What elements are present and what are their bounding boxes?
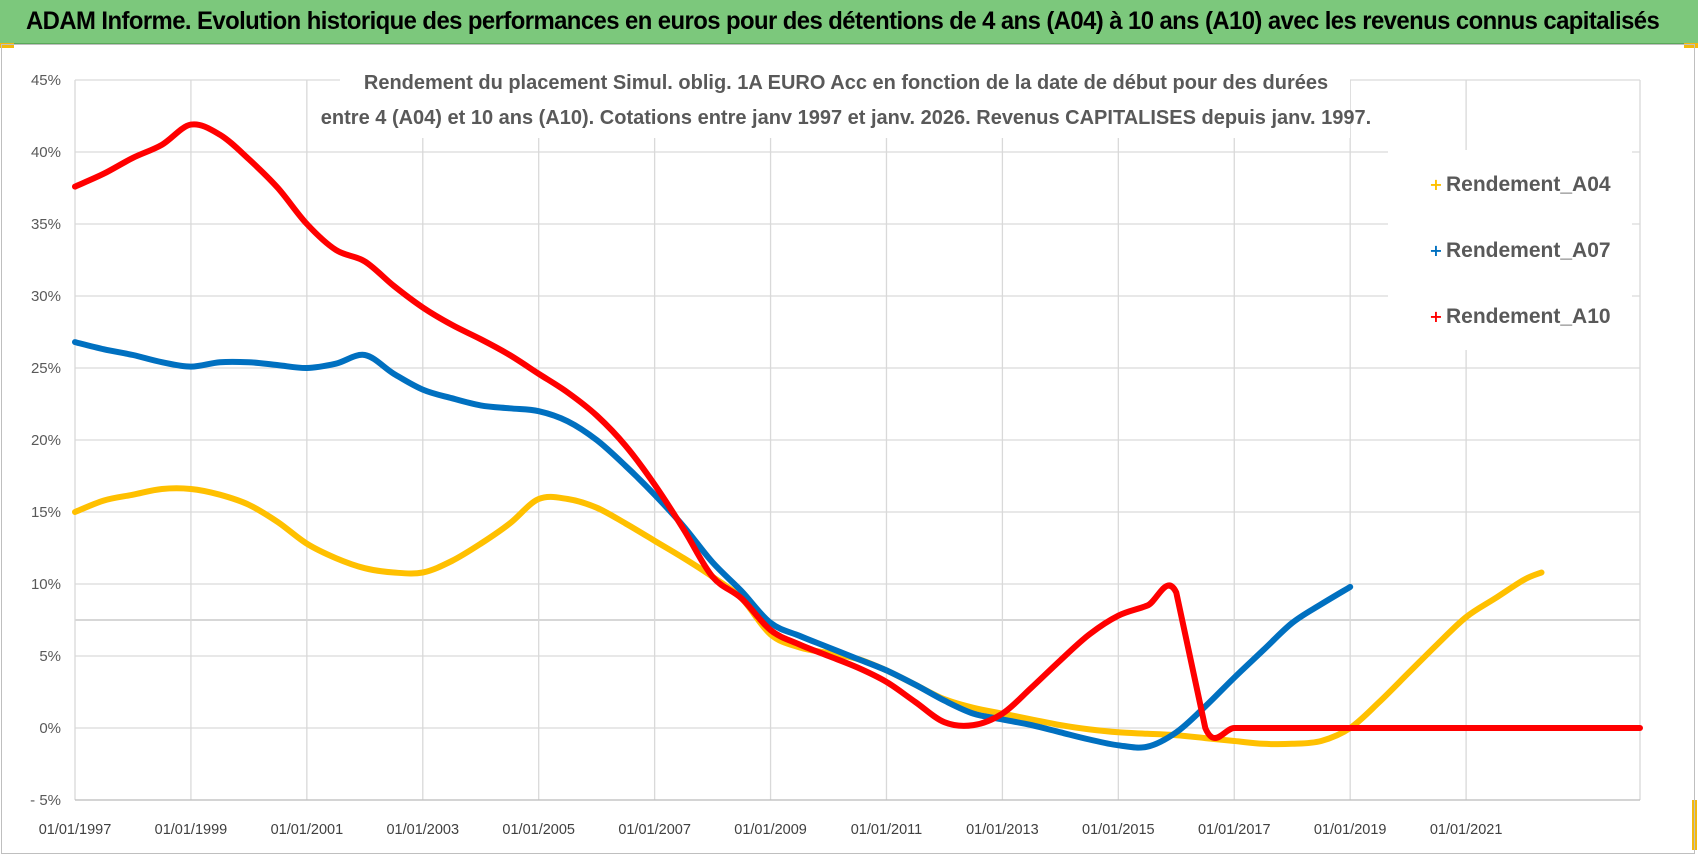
x-tick-label: 01/01/2013 (966, 822, 1039, 838)
legend-marker-a07: + (1429, 241, 1442, 260)
x-tick-label: 01/01/2021 (1430, 822, 1503, 838)
x-axis: 01/01/1997 01/01/1999 01/01/2001 01/01/2003… (39, 822, 1503, 838)
y-tick-label: 5% (39, 648, 61, 665)
x-tick-label: 01/01/2019 (1314, 822, 1387, 838)
legend-label-a07: Rendement_A07 (1446, 239, 1611, 262)
y-tick-label: 20% (31, 432, 61, 449)
legend-label-a04: Rendement_A04 (1446, 173, 1611, 196)
chart-title-line2: entre 4 (A04) et 10 ans (A10). Cotations… (321, 107, 1371, 129)
banner: ADAM Informe. Evolution historique des p… (0, 0, 1698, 44)
x-tick-label: 01/01/2001 (271, 822, 344, 838)
y-tick-label: 10% (31, 576, 61, 593)
x-tick-label: 01/01/1997 (39, 822, 112, 838)
corner-mark-top-right (1684, 43, 1698, 48)
banner-title: ADAM Informe. Evolution historique des p… (26, 7, 1660, 35)
y-tick-label: 15% (31, 504, 61, 521)
chart-frame (1, 44, 1695, 854)
legend-marker-a10: + (1429, 307, 1442, 326)
x-tick-label: 01/01/2015 (1082, 822, 1155, 838)
series-line-a04 (72, 485, 1545, 748)
x-tick-label: 01/01/2003 (386, 822, 459, 838)
x-tick-label: 01/01/2007 (618, 822, 691, 838)
legend-marker-a04: + (1429, 175, 1442, 194)
x-tick-label: 01/01/2017 (1198, 822, 1271, 838)
x-tick-label: 01/01/2005 (502, 822, 575, 838)
chart-title-line1: Rendement du placement Simul. oblig. 1A … (364, 72, 1328, 94)
x-tick-label: 01/01/1999 (155, 822, 228, 838)
corner-mark-top-left (0, 43, 14, 48)
x-tick-label: 01/01/2009 (734, 822, 807, 838)
y-tick-label: 25% (31, 360, 61, 377)
x-tick-label: 01/01/2011 (851, 822, 923, 838)
series-layer (72, 121, 1643, 751)
legend-label-a10: Rendement_A10 (1446, 305, 1611, 328)
y-tick-label: - 5% (30, 792, 61, 809)
y-tick-label: 45% (31, 72, 61, 89)
series-line-a07 (72, 339, 1354, 751)
y-tick-label: 30% (31, 288, 61, 305)
chart-title-background (340, 62, 1350, 138)
y-tick-label: 40% (31, 144, 61, 161)
series-line-a10 (72, 121, 1643, 741)
y-tick-label: 35% (31, 216, 61, 233)
legend: + Rendement_A04 + Rendement_A07 + Rendem… (1388, 150, 1632, 350)
y-tick-label: 0% (39, 720, 61, 737)
legend-background (1388, 150, 1632, 350)
y-axis: - 5% 0% 5% 10% 15% 20% 25% 30% 35% 40% 45% (30, 72, 61, 809)
